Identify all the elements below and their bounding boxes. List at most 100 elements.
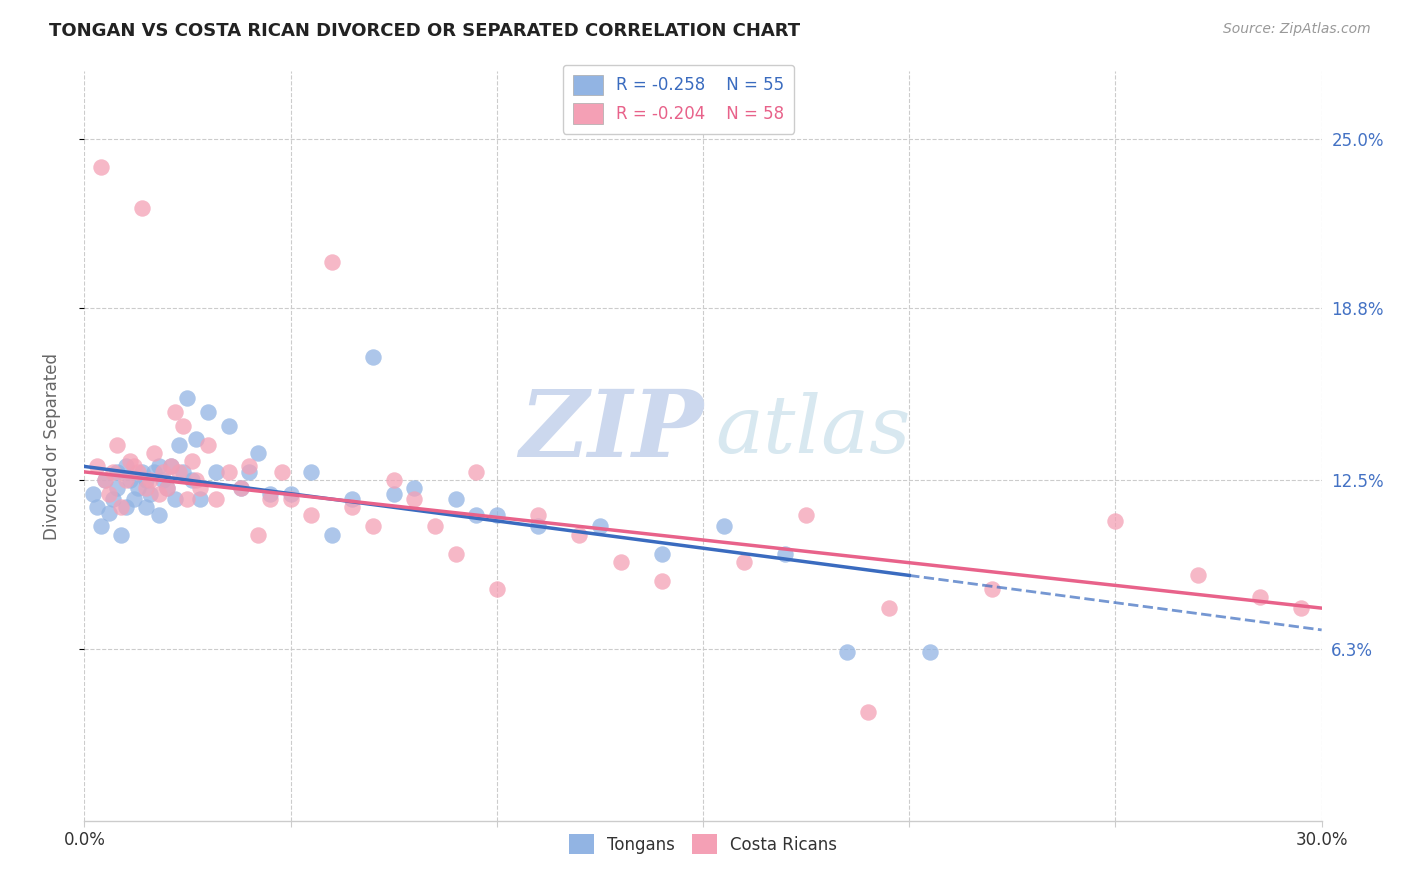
Point <box>246 446 269 460</box>
Point <box>299 465 322 479</box>
Point <box>259 492 281 507</box>
Point <box>127 465 149 479</box>
Point <box>218 418 240 433</box>
Point <box>122 492 145 507</box>
Point <box>877 601 900 615</box>
Text: TONGAN VS COSTA RICAN DIVORCED OR SEPARATED CORRELATION CHART: TONGAN VS COSTA RICAN DIVORCED OR SEPARA… <box>49 22 800 40</box>
Point <box>197 437 219 451</box>
Point <box>94 473 117 487</box>
Point <box>299 508 322 523</box>
Point <box>404 492 426 507</box>
Point <box>86 500 108 515</box>
Point <box>485 582 508 596</box>
Point <box>135 481 157 495</box>
Point <box>342 500 364 515</box>
Point <box>259 486 281 500</box>
Point <box>794 508 817 523</box>
Y-axis label: Divorced or Separated: Divorced or Separated <box>42 352 60 540</box>
Point <box>110 500 132 515</box>
Point <box>485 508 508 523</box>
Point <box>148 486 170 500</box>
Point <box>103 492 125 507</box>
Point <box>238 465 260 479</box>
Point <box>98 486 121 500</box>
Point <box>197 405 219 419</box>
Point <box>423 519 446 533</box>
Point <box>184 432 207 446</box>
Point <box>713 519 735 533</box>
Point <box>152 473 174 487</box>
Point <box>856 705 879 719</box>
Point <box>156 481 179 495</box>
Point <box>148 459 170 474</box>
Point <box>165 492 187 507</box>
Point <box>105 481 128 495</box>
Point <box>82 486 104 500</box>
Point <box>160 459 183 474</box>
Point <box>589 519 612 533</box>
Legend: Tongans, Costa Ricans: Tongans, Costa Ricans <box>562 828 844 861</box>
Point <box>167 465 190 479</box>
Point <box>131 465 153 479</box>
Point <box>361 519 384 533</box>
Point <box>609 555 631 569</box>
Point <box>86 459 108 474</box>
Text: atlas: atlas <box>716 392 911 470</box>
Point <box>361 351 384 365</box>
Point <box>651 574 673 588</box>
Point <box>105 437 128 451</box>
Point <box>465 465 488 479</box>
Point <box>135 500 157 515</box>
Point <box>94 473 117 487</box>
Point <box>188 481 211 495</box>
Point <box>188 492 211 507</box>
Point <box>444 492 467 507</box>
Point <box>980 582 1002 596</box>
Point <box>152 465 174 479</box>
Point <box>180 473 202 487</box>
Point <box>114 473 136 487</box>
Point <box>114 500 136 515</box>
Point <box>465 508 488 523</box>
Point <box>651 547 673 561</box>
Point <box>131 201 153 215</box>
Point <box>527 508 550 523</box>
Point <box>167 437 190 451</box>
Point <box>176 492 198 507</box>
Point <box>321 255 343 269</box>
Point <box>105 465 128 479</box>
Point <box>404 481 426 495</box>
Point <box>139 473 162 487</box>
Point <box>118 473 141 487</box>
Point <box>775 547 797 561</box>
Point <box>135 473 157 487</box>
Point <box>172 418 194 433</box>
Point <box>271 465 294 479</box>
Point <box>205 492 228 507</box>
Point <box>527 519 550 533</box>
Point <box>184 473 207 487</box>
Point <box>165 405 187 419</box>
Point <box>143 446 166 460</box>
Point <box>90 519 112 533</box>
Point <box>143 465 166 479</box>
Point <box>122 459 145 474</box>
Point <box>90 160 112 174</box>
Point <box>180 454 202 468</box>
Point <box>837 645 859 659</box>
Point <box>238 459 260 474</box>
Point <box>127 481 149 495</box>
Point <box>229 481 252 495</box>
Point <box>1289 601 1312 615</box>
Point <box>246 527 269 541</box>
Point <box>382 486 405 500</box>
Point <box>218 465 240 479</box>
Text: Source: ZipAtlas.com: Source: ZipAtlas.com <box>1223 22 1371 37</box>
Point <box>114 459 136 474</box>
Point <box>148 508 170 523</box>
Point <box>733 555 755 569</box>
Point <box>229 481 252 495</box>
Point <box>160 459 183 474</box>
Point <box>156 481 179 495</box>
Point <box>280 492 302 507</box>
